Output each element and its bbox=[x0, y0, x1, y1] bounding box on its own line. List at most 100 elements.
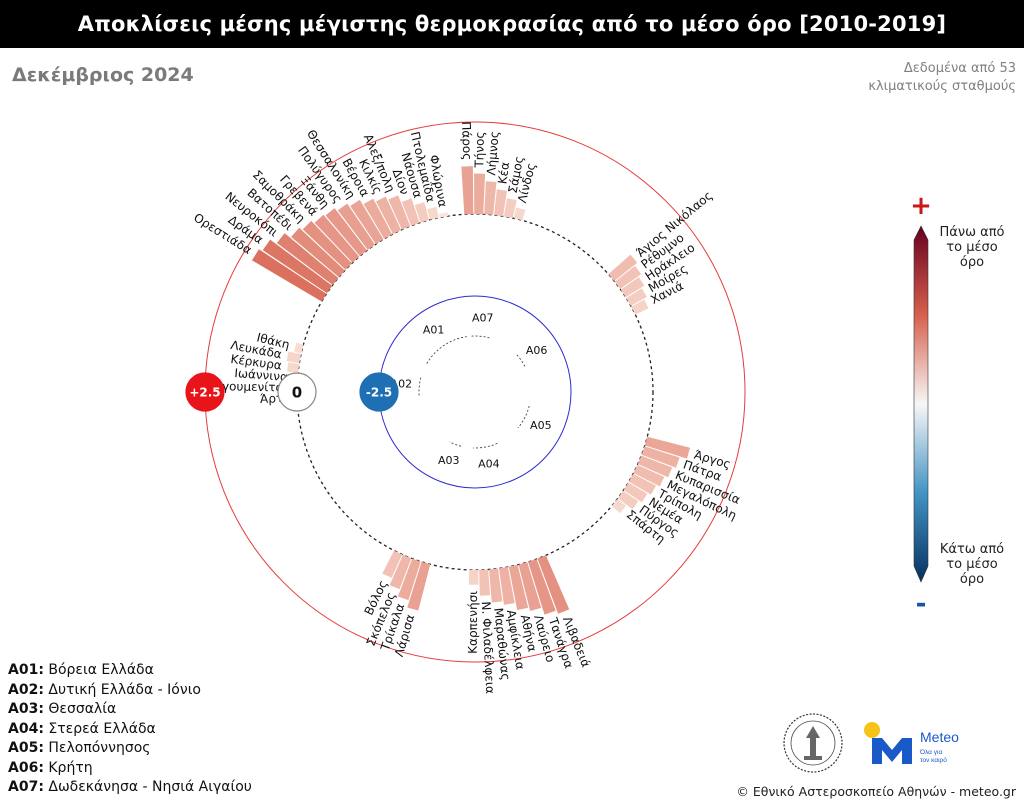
bar-A07-0 bbox=[461, 166, 474, 215]
region-arc-A02 bbox=[418, 376, 422, 396]
meteo-logo: Meteo Όλα για τον καιρό bbox=[864, 722, 959, 764]
bar-A04-1 bbox=[528, 558, 556, 615]
region-name: Πελοπόννησος bbox=[43, 740, 151, 756]
region-legend-item: A01: Βόρεια Ελλάδα bbox=[8, 661, 252, 681]
legend-below-label: Κάτω από το μέσο όρο bbox=[934, 542, 1010, 587]
marker-plus-circle bbox=[185, 372, 225, 412]
station-label: Ν. Φιλαδέλφεια bbox=[479, 601, 498, 694]
region-label-A04: A04 bbox=[478, 458, 500, 471]
bar-A03-1 bbox=[397, 558, 421, 601]
marker-minus-label: -2.5 bbox=[366, 386, 392, 400]
bar-A01-10 bbox=[375, 196, 402, 235]
bar-A04-3 bbox=[508, 564, 529, 611]
station-label: Ηγουμενίτσα bbox=[213, 379, 291, 395]
region-code: A01: bbox=[8, 662, 44, 678]
bar-A01-2 bbox=[276, 233, 339, 286]
region-legend-item: A02: Δυτική Ελλάδα - Ιόνιο bbox=[8, 681, 252, 701]
region-name: Στερεά Ελλάδα bbox=[43, 720, 156, 737]
bar-A01-1 bbox=[262, 239, 333, 294]
bar-A04-5 bbox=[489, 568, 503, 603]
bar-A06-3 bbox=[626, 288, 647, 306]
region-label-A07: A07 bbox=[472, 311, 494, 324]
bar-A01-3 bbox=[291, 227, 345, 278]
bar-A01-14 bbox=[427, 206, 439, 220]
bar-A04-2 bbox=[518, 562, 542, 611]
region-label-A03: A03 bbox=[438, 454, 460, 467]
region-name: Δυτική Ελλάδα - Ιόνιο bbox=[43, 681, 201, 698]
bar-A05-3 bbox=[633, 464, 665, 487]
region-label-A05: A05 bbox=[530, 419, 552, 432]
station-label: Πάρος bbox=[459, 121, 474, 160]
legend-below-line1: Κάτω από bbox=[939, 542, 1005, 557]
bar-A01-8 bbox=[350, 199, 384, 245]
region-arc-A01 bbox=[426, 336, 467, 364]
bar-A05-5 bbox=[623, 482, 648, 503]
station-label: Κέρκυρα bbox=[230, 352, 283, 373]
chart-bars bbox=[251, 166, 691, 615]
bar-A01-9 bbox=[363, 198, 393, 239]
region-code: A03: bbox=[8, 701, 44, 717]
marker-zero-circle bbox=[277, 372, 317, 412]
region-legend-item: A06: Κρήτη bbox=[8, 759, 252, 779]
station-label: Τήνος bbox=[472, 131, 487, 168]
meteo-tagline-2: τον καιρό bbox=[920, 756, 947, 764]
ring-zero bbox=[296, 213, 654, 571]
bar-A07-5 bbox=[513, 207, 526, 221]
stations-note-line2: κλιματικούς σταθμούς bbox=[868, 79, 1016, 94]
bar-A02-4 bbox=[286, 351, 302, 364]
region-arc-A05 bbox=[517, 405, 530, 429]
marker-plus-label: +2.5 bbox=[189, 386, 220, 400]
region-code: A06: bbox=[8, 759, 44, 776]
bar-A06-1 bbox=[614, 265, 642, 290]
color-scale-bar bbox=[913, 225, 929, 583]
bar-A01-7 bbox=[337, 203, 376, 250]
chart-scale-markers: +2.5 0 -2.5 bbox=[185, 372, 399, 412]
region-label-A01: A01 bbox=[423, 324, 445, 337]
bar-A07-4 bbox=[503, 198, 517, 219]
marker-zero-label: 0 bbox=[292, 384, 302, 402]
ring-minus bbox=[378, 295, 572, 489]
legend-above-line1: Πάνω από bbox=[939, 225, 1005, 240]
region-name: Θεσσαλία bbox=[43, 701, 117, 717]
region-name: Κρήτη bbox=[43, 759, 93, 776]
bar-A01-12 bbox=[401, 198, 420, 226]
bar-A02-5 bbox=[294, 342, 304, 354]
station-label: Καρπενήσι bbox=[466, 591, 480, 654]
legend-above-label: Πάνω από το μέσο όρο bbox=[934, 225, 1010, 270]
region-arc-A03 bbox=[449, 441, 462, 447]
scale-plus-sign: + bbox=[910, 191, 932, 221]
region-arc-A06 bbox=[516, 354, 526, 368]
credit-text: © Εθνικό Αστεροσκοπείο Αθηνών - meteo.gr bbox=[736, 784, 1016, 799]
sun-icon bbox=[864, 722, 880, 738]
region-legend-item: A05: Πελοπόννησος bbox=[8, 739, 252, 759]
bar-A05-6 bbox=[617, 490, 639, 510]
bar-A03-2 bbox=[389, 554, 412, 590]
bar-A07-1 bbox=[474, 173, 486, 215]
bar-A06-0 bbox=[608, 254, 638, 282]
station-label: Ιωάννινα bbox=[234, 366, 289, 384]
region-legend-item: A07: Δωδεκάνησα - Νησιά Αιγαίου bbox=[8, 778, 252, 798]
region-arc-A07 bbox=[471, 335, 491, 339]
bar-A04-6 bbox=[479, 569, 491, 596]
chart-title: Αποκλίσεις μέσης μέγιστης θερμοκρασίας α… bbox=[0, 0, 1024, 48]
bar-A04-4 bbox=[499, 566, 515, 605]
region-legend: A01: Βόρεια Ελλάδα A02: Δυτική Ελλάδα - Ι… bbox=[8, 661, 252, 798]
bar-A05-2 bbox=[637, 455, 673, 478]
scale-minus-sign: - bbox=[916, 589, 927, 619]
region-name: Βόρεια Ελλάδα bbox=[43, 662, 154, 678]
bar-A03-0 bbox=[407, 561, 431, 611]
bar-A05-0 bbox=[644, 436, 691, 459]
marker-minus-circle bbox=[359, 372, 399, 412]
bar-A03-3 bbox=[382, 550, 403, 578]
stations-note-line1: Δεδομένα από 53 bbox=[903, 61, 1016, 76]
color-scale: +- bbox=[910, 191, 932, 619]
stations-note: Δεδομένα από 53 κλιματικούς σταθμούς bbox=[826, 60, 1016, 96]
observatory-seal-logo bbox=[783, 713, 843, 773]
bar-A01-11 bbox=[388, 195, 411, 230]
bar-A05-4 bbox=[628, 473, 656, 495]
region-legend-item: A03: Θεσσαλία bbox=[8, 700, 252, 720]
bar-A01-6 bbox=[325, 208, 368, 257]
bar-A02-3 bbox=[287, 362, 300, 373]
legend-above-line3: όρο bbox=[959, 255, 985, 270]
region-code: A04: bbox=[8, 720, 44, 737]
